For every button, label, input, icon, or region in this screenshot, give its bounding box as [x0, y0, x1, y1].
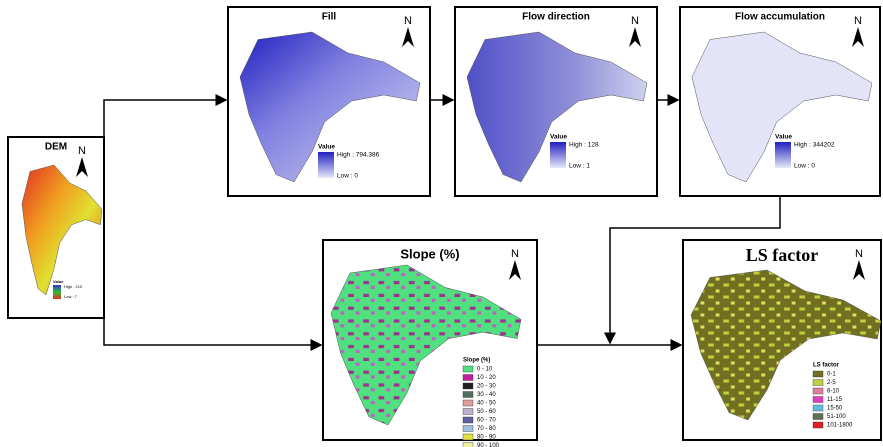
legend-swatch	[463, 417, 473, 423]
panel-title: Flow direction	[522, 12, 590, 23]
legend-label: 15-50	[827, 406, 843, 412]
north-label: N	[631, 15, 639, 27]
legend-swatch	[463, 434, 473, 440]
legend-swatch	[463, 426, 473, 432]
legend-swatch	[463, 392, 473, 398]
legend-label: 20 - 30	[477, 384, 496, 390]
legend-low: Low : 7	[64, 294, 78, 299]
legend-high: High : 344202	[794, 142, 835, 149]
legend-title: Value	[318, 144, 335, 151]
legend-swatch	[463, 375, 473, 381]
legend-label: 0 - 10	[477, 367, 493, 373]
map-panel: Slope (%) N Slope (%) 0 - 10 10 - 20 20 - 30 3…	[323, 240, 537, 447]
north-label: N	[78, 145, 86, 157]
north-label: N	[404, 15, 412, 27]
panel-title: DEM	[45, 142, 67, 153]
diagram: DEMNValueHigh : 210Low : 7FillNValueHigh…	[0, 0, 883, 447]
legend-label: 30 - 40	[477, 392, 496, 398]
legend-label: 90 - 100	[477, 443, 500, 447]
legend-label: 11-15	[827, 397, 843, 403]
panel-title: Flow accumulation	[735, 12, 825, 23]
north-label: N	[855, 248, 863, 260]
legend-swatch	[813, 422, 823, 428]
legend-label: 40 - 50	[477, 401, 496, 407]
legend-swatch	[463, 400, 473, 406]
legend-swatch	[463, 366, 473, 372]
legend-high: High : 794.386	[337, 152, 380, 159]
map-panel: LS factor N LS factor 0-1 2-5 6-10 11-15 15-50 5…	[683, 240, 881, 440]
legend-label: 10 - 20	[477, 375, 496, 381]
legend-swatch	[813, 380, 823, 386]
legend-label: 51-100	[827, 414, 846, 420]
legend-ramp	[775, 142, 791, 168]
legend-low: Low : 0	[337, 173, 358, 180]
legend-swatch	[813, 414, 823, 420]
panel-title: Slope (%)	[400, 246, 459, 261]
legend-label: 2-5	[827, 380, 836, 386]
legend-title: Slope (%)	[463, 358, 490, 364]
legend-high: High : 128	[569, 142, 599, 149]
legend-title: LS factor	[813, 363, 840, 369]
legend-ramp	[53, 285, 61, 299]
legend-swatch	[813, 397, 823, 403]
panel-title: LS factor	[746, 245, 818, 265]
legend-swatch	[813, 371, 823, 377]
legend-label: 0-1	[827, 372, 836, 378]
legend-swatch	[463, 443, 473, 447]
legend-label: 6-10	[827, 389, 840, 395]
north-label: N	[854, 15, 862, 27]
legend-swatch	[463, 409, 473, 415]
legend-low: Low : 1	[569, 163, 590, 170]
legend-label: 50 - 60	[477, 409, 496, 415]
legend-low: Low : 0	[794, 163, 815, 170]
legend-label: 70 - 80	[477, 426, 496, 432]
legend-swatch	[463, 383, 473, 389]
north-label: N	[511, 248, 519, 260]
legend-title: Value	[53, 279, 64, 284]
panel-title: Fill	[322, 12, 337, 23]
legend-label: 60 - 70	[477, 418, 496, 424]
legend-swatch	[813, 388, 823, 394]
legend-ramp	[318, 152, 334, 178]
legend-label: 101-1800	[827, 423, 853, 429]
legend-title: Value	[775, 134, 792, 141]
legend-label: 80 - 90	[477, 435, 496, 441]
legend-high: High : 210	[64, 284, 83, 289]
legend-swatch	[813, 405, 823, 411]
legend-title: Value	[550, 134, 567, 141]
legend-ramp	[550, 142, 566, 168]
